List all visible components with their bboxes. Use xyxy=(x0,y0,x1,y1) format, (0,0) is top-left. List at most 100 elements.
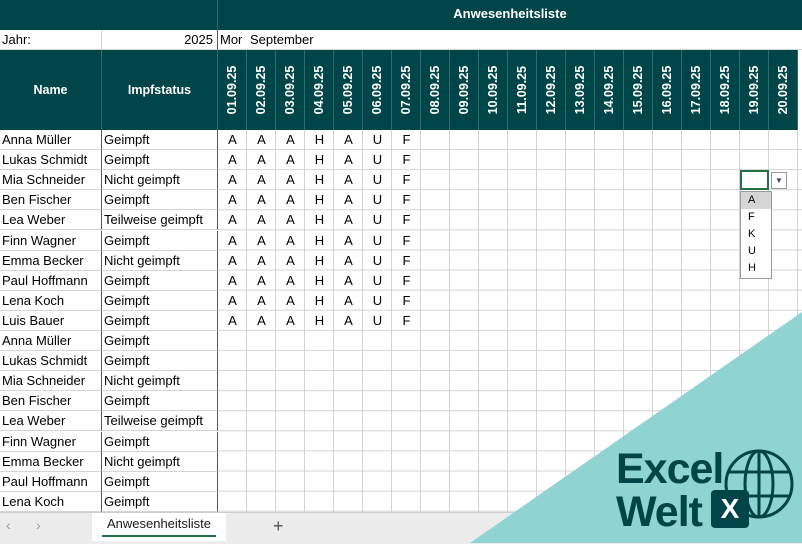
attendance-code-cell[interactable]: F xyxy=(402,132,411,147)
date-header[interactable]: 05.09.25 xyxy=(334,50,363,130)
attendance-code-cell[interactable]: A xyxy=(344,292,353,308)
name-cell[interactable]: Lea Weber xyxy=(0,210,102,231)
attendance-code-cell[interactable]: A xyxy=(344,152,353,168)
attendance-code-cell[interactable]: A xyxy=(344,252,353,268)
date-header[interactable]: 06.09.25 xyxy=(363,50,392,130)
attendance-code-cell[interactable]: A xyxy=(286,152,295,168)
vaccination-cell[interactable]: Geimpft xyxy=(102,351,218,372)
date-header[interactable]: 02.09.25 xyxy=(247,50,276,130)
attendance-code-cell[interactable]: U xyxy=(372,272,383,288)
vaccination-cell[interactable]: Geimpft xyxy=(102,290,218,311)
name-cell[interactable]: Anna Müller xyxy=(0,331,102,351)
dropdown-option[interactable]: F xyxy=(748,211,755,223)
dropdown-option[interactable]: A xyxy=(741,192,771,209)
attendance-code-cell[interactable]: H xyxy=(314,132,325,147)
date-header[interactable]: 19.09.25 xyxy=(740,50,769,130)
date-header[interactable]: 01.09.25 xyxy=(218,50,247,130)
vaccination-cell[interactable]: Geimpft xyxy=(102,150,218,171)
attendance-code-cell[interactable]: A xyxy=(286,132,295,147)
attendance-code-cell[interactable]: U xyxy=(372,132,383,147)
prev-sheet-icon[interactable]: ‹ xyxy=(6,517,11,533)
dropdown-option[interactable]: U xyxy=(748,245,756,257)
attendance-code-cell[interactable]: A xyxy=(257,312,266,328)
vaccination-cell[interactable]: Geimpft xyxy=(102,431,218,452)
vaccination-cell[interactable]: Teilweise geimpft xyxy=(102,411,218,432)
date-header[interactable]: 13.09.25 xyxy=(566,50,595,130)
name-cell[interactable]: Luis Bauer xyxy=(0,310,102,331)
date-header[interactable]: 20.09.25 xyxy=(769,50,798,130)
attendance-code-cell[interactable]: A xyxy=(257,272,266,288)
attendance-code-cell[interactable]: F xyxy=(402,192,411,208)
date-header[interactable]: 18.09.25 xyxy=(711,50,740,130)
attendance-code-cell[interactable]: H xyxy=(314,272,325,288)
dropdown-arrow-icon[interactable]: ▼ xyxy=(771,172,787,189)
attendance-code-cell[interactable]: A xyxy=(344,212,353,228)
month-value[interactable]: September xyxy=(248,30,802,50)
attendance-code-cell[interactable]: A xyxy=(228,192,237,208)
attendance-code-cell[interactable]: F xyxy=(402,252,411,268)
vaccination-cell[interactable]: Nicht geimpft xyxy=(102,250,218,271)
year-label[interactable]: Jahr: xyxy=(0,30,102,50)
date-header[interactable]: 10.09.25 xyxy=(479,50,508,130)
attendance-code-cell[interactable]: A xyxy=(257,212,266,228)
attendance-code-cell[interactable]: U xyxy=(372,252,383,268)
vaccination-cell[interactable]: Geimpft xyxy=(102,310,218,331)
date-header[interactable]: 09.09.25 xyxy=(450,50,479,130)
attendance-code-cell[interactable]: F xyxy=(402,172,411,188)
attendance-code-cell[interactable]: A xyxy=(344,172,353,188)
attendance-code-cell[interactable]: H xyxy=(314,232,325,248)
attendance-code-cell[interactable]: A xyxy=(286,252,295,268)
attendance-code-cell[interactable]: F xyxy=(402,152,411,168)
name-cell[interactable]: Emma Becker xyxy=(0,451,102,472)
attendance-code-cell[interactable]: A xyxy=(228,252,237,268)
name-cell[interactable]: Paul Hoffmann xyxy=(0,270,102,291)
name-cell[interactable]: Ben Fischer xyxy=(0,190,102,211)
vaccination-cell[interactable]: Geimpft xyxy=(102,130,218,150)
name-cell[interactable]: Ben Fischer xyxy=(0,391,102,412)
attendance-code-cell[interactable]: A xyxy=(344,272,353,288)
attendance-code-cell[interactable]: U xyxy=(372,312,383,328)
name-cell[interactable]: Mia Schneider xyxy=(0,371,102,392)
name-cell[interactable]: Lena Koch xyxy=(0,290,102,311)
attendance-code-cell[interactable]: H xyxy=(314,252,325,268)
header-name[interactable]: Name xyxy=(0,50,102,130)
add-sheet-button[interactable]: + xyxy=(273,516,284,536)
vaccination-cell[interactable]: Geimpft xyxy=(102,331,218,351)
vaccination-cell[interactable]: Geimpft xyxy=(102,230,218,251)
year-value[interactable]: 2025 xyxy=(102,30,218,50)
vaccination-cell[interactable]: Geimpft xyxy=(102,491,218,512)
attendance-code-cell[interactable]: A xyxy=(257,152,266,168)
attendance-code-cell[interactable]: H xyxy=(314,292,325,308)
attendance-code-cell[interactable]: A xyxy=(286,232,295,248)
attendance-code-cell[interactable]: A xyxy=(228,172,237,188)
attendance-code-cell[interactable]: A xyxy=(228,232,237,248)
date-header[interactable]: 14.09.25 xyxy=(595,50,624,130)
attendance-code-cell[interactable]: A xyxy=(344,232,353,248)
attendance-code-cell[interactable]: U xyxy=(372,192,383,208)
attendance-code-cell[interactable]: A xyxy=(286,312,295,328)
attendance-code-cell[interactable]: A xyxy=(286,172,295,188)
date-header[interactable]: 03.09.25 xyxy=(276,50,305,130)
attendance-code-cell[interactable]: A xyxy=(257,172,266,188)
name-cell[interactable]: Mia Schneider xyxy=(0,170,102,191)
attendance-code-cell[interactable]: A xyxy=(257,252,266,268)
vaccination-cell[interactable]: Nicht geimpft xyxy=(102,371,218,392)
vaccination-cell[interactable]: Geimpft xyxy=(102,270,218,291)
attendance-code-cell[interactable]: H xyxy=(314,192,325,208)
attendance-code-cell[interactable]: F xyxy=(402,272,411,288)
attendance-code-cell[interactable]: A xyxy=(344,312,353,328)
name-cell[interactable]: Lukas Schmidt xyxy=(0,150,102,171)
attendance-code-cell[interactable]: A xyxy=(228,132,237,147)
sheet-title[interactable]: Anwesenheitsliste xyxy=(453,6,567,21)
attendance-code-cell[interactable]: U xyxy=(372,292,383,308)
attendance-code-cell[interactable]: A xyxy=(344,192,353,208)
attendance-code-cell[interactable]: A xyxy=(228,212,237,228)
attendance-code-cell[interactable]: A xyxy=(286,212,295,228)
date-header[interactable]: 07.09.25 xyxy=(392,50,421,130)
vaccination-cell[interactable]: Geimpft xyxy=(102,471,218,492)
vaccination-cell[interactable]: Nicht geimpft xyxy=(102,451,218,472)
name-cell[interactable]: Finn Wagner xyxy=(0,431,102,452)
vaccination-cell[interactable]: Teilweise geimpft xyxy=(102,210,218,231)
attendance-code-cell[interactable]: F xyxy=(402,232,411,248)
